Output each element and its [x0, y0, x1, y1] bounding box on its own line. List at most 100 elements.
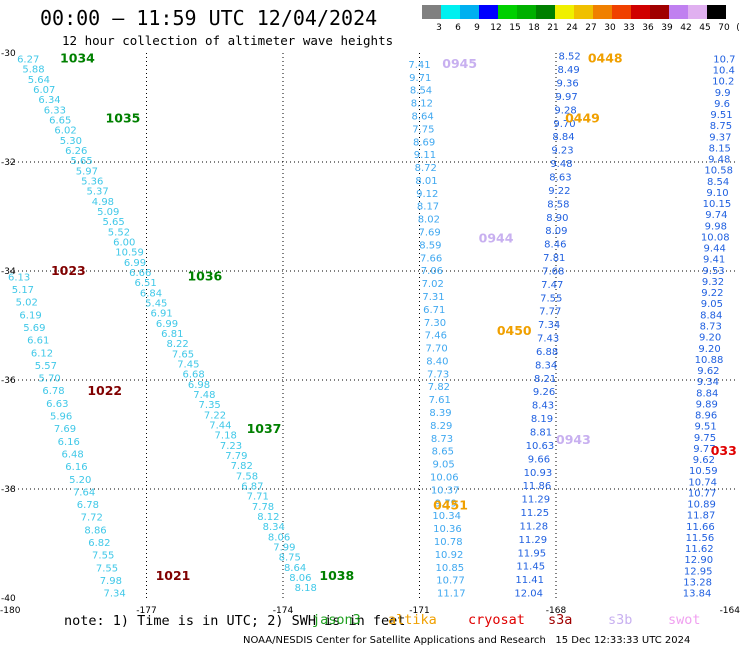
swh-value: 7.41	[408, 60, 430, 71]
swh-value: 5.37	[86, 187, 108, 198]
swh-value: 8.72	[415, 163, 437, 174]
swh-value: 9.6	[714, 99, 730, 110]
pass-number-label: 033	[711, 443, 737, 458]
swh-value: 9.66	[528, 454, 550, 465]
swh-value: 4.98	[92, 197, 114, 208]
swh-value: 9.10	[706, 188, 728, 199]
pass-number-label: 1023	[51, 263, 86, 278]
swh-value: 8.90	[546, 213, 568, 224]
swh-value: 7.34	[104, 589, 126, 600]
color-swatch	[517, 5, 536, 19]
swh-value: 7.35	[199, 400, 221, 411]
swh-value: 8.54	[707, 177, 729, 188]
swh-value: 8.06	[268, 532, 290, 543]
swh-value: 10.74	[688, 477, 717, 488]
y-tick-label: -32	[1, 158, 16, 168]
swh-value: 10.85	[435, 563, 464, 574]
swh-value: 8.21	[534, 374, 556, 385]
page-subtitle: 12 hour collection of altimeter wave hei…	[62, 33, 394, 48]
swh-value: 11.62	[685, 544, 714, 555]
pass-number-label: 0944	[479, 230, 514, 245]
swh-value: 8.19	[531, 414, 553, 425]
swh-value: 9.62	[697, 366, 719, 377]
swh-value: 8.49	[557, 65, 579, 76]
swh-value: 8.34	[535, 360, 557, 371]
swh-value: 8.17	[417, 202, 439, 213]
swh-value: 6.78	[77, 500, 99, 511]
swh-value: 10.06	[430, 473, 459, 484]
swh-value: 8.39	[429, 408, 451, 419]
swh-value: 11.41	[515, 575, 544, 586]
swh-value: 6.91	[151, 309, 173, 320]
swh-value: 9.32	[702, 277, 724, 288]
color-swatch	[669, 5, 688, 19]
swh-value: 9.36	[556, 79, 578, 90]
swh-value: 5.69	[23, 323, 45, 334]
swh-value: 11.95	[517, 548, 546, 559]
swh-value: 10.4	[713, 66, 735, 77]
swh-value: 8.02	[418, 215, 440, 226]
satellite-legend-altika: altika	[388, 612, 437, 628]
swh-value: 8.06	[289, 573, 311, 584]
swh-value: 8.12	[411, 99, 433, 110]
swh-value: 8.12	[257, 512, 279, 523]
swh-value: 6.82	[88, 538, 110, 549]
swh-value: 9.62	[693, 455, 715, 466]
pass-number-label: 0450	[497, 323, 532, 338]
pass-number-label: 1037	[247, 421, 282, 436]
swh-value: 10.15	[703, 199, 732, 210]
swh-value: 9.22	[548, 186, 570, 197]
swh-value: 9.12	[416, 189, 438, 200]
color-swatch	[688, 5, 707, 19]
swh-value: 7.46	[425, 331, 447, 342]
color-swatch	[498, 5, 517, 19]
swh-value: 5.65	[70, 156, 92, 167]
swh-value: 7.48	[193, 390, 215, 401]
color-scale-label: 30	[604, 23, 616, 33]
swh-value: 8.96	[695, 411, 717, 422]
swh-value: 7.64	[73, 487, 95, 498]
swh-value: 8.15	[709, 143, 731, 154]
swh-value: 8.34	[263, 522, 285, 533]
y-tick-label: -36	[1, 376, 16, 386]
x-tick-label: -174	[273, 606, 294, 616]
swh-value: 7.69	[54, 424, 76, 435]
swh-value: 7.78	[252, 502, 274, 513]
swh-value: 5.52	[108, 227, 130, 238]
swh-value: 8.75	[279, 553, 301, 564]
swh-value: 5.30	[60, 136, 82, 147]
swh-value: 7.18	[215, 431, 237, 442]
swh-value: 7.79	[225, 451, 247, 462]
color-scale-label: 27	[585, 23, 596, 33]
swh-value: 6.07	[33, 85, 55, 96]
swh-value: 6.02	[54, 126, 76, 137]
swh-value: 6.68	[183, 370, 205, 381]
swh-value: 11.86	[523, 481, 552, 492]
pass-number-label: 0943	[556, 432, 591, 447]
swh-value: 6.81	[161, 329, 183, 340]
swh-value: 11.29	[518, 535, 547, 546]
swh-value: 9.41	[703, 255, 725, 266]
swh-value: 7.71	[247, 492, 269, 503]
swh-value: 8.09	[545, 226, 567, 237]
x-tick-label: -180	[0, 606, 21, 616]
swh-value: 11.56	[686, 533, 715, 544]
swh-value: 7.55	[540, 293, 562, 304]
satellite-legend-cryosat: cryosat	[468, 612, 525, 628]
pass-number-label: 0449	[565, 110, 600, 125]
swh-value: 10.77	[436, 576, 465, 587]
swh-value: 10.2	[712, 77, 734, 88]
pass-number-label: 1022	[87, 383, 122, 398]
swh-value: 10.93	[524, 468, 553, 479]
swh-value: 6.84	[140, 288, 162, 299]
swh-value: 6.71	[423, 305, 445, 316]
swh-value: 7.69	[418, 228, 440, 239]
pass-number-label: 1036	[187, 268, 222, 283]
swh-value: 7.73	[427, 369, 449, 380]
swh-value: 10.88	[695, 355, 724, 366]
swh-value: 9.28	[554, 105, 576, 116]
swh-value: 8.84	[552, 132, 574, 143]
swh-value: 9.79	[435, 498, 457, 509]
swh-value: 9.97	[555, 92, 577, 103]
swh-value: 9.74	[705, 210, 727, 221]
